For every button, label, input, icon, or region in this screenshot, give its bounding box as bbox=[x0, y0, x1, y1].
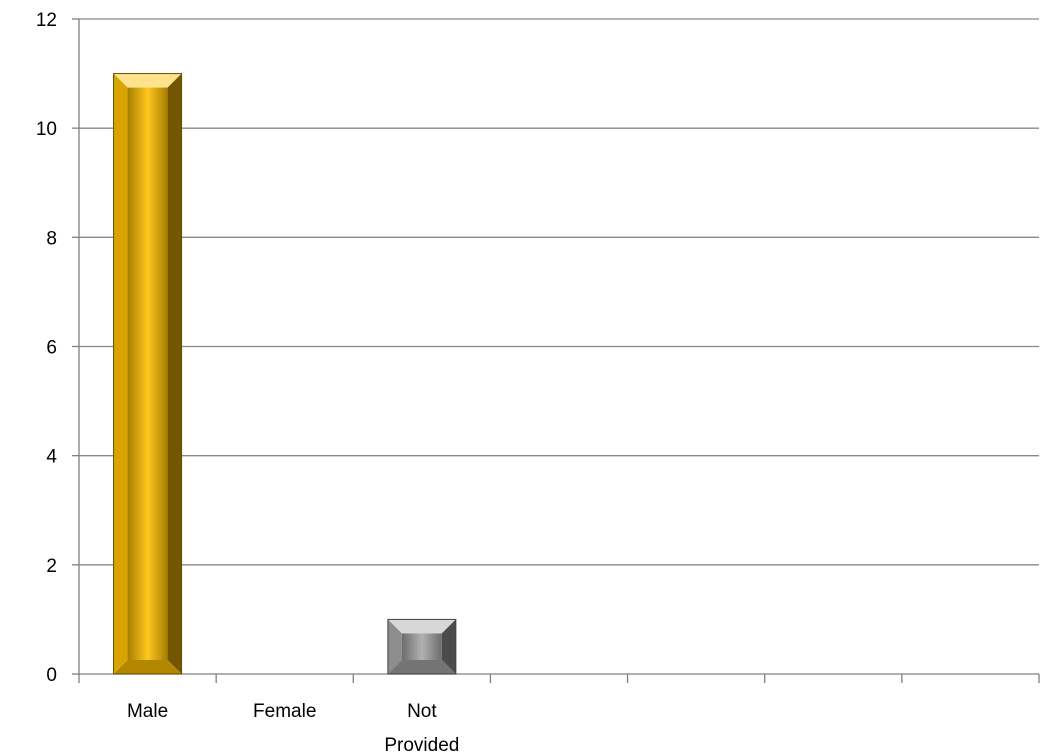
y-tick-label: 0 bbox=[46, 665, 57, 686]
bar-bevel-right bbox=[167, 73, 182, 675]
x-tick-label-line: Male bbox=[127, 701, 168, 722]
bar-not-provided bbox=[387, 618, 457, 675]
x-tick-label: Female bbox=[253, 701, 316, 722]
bar-face bbox=[127, 87, 168, 661]
x-tick-label: Male bbox=[127, 701, 168, 722]
bar-outline bbox=[387, 618, 457, 675]
x-axis-tick-labels: Male Female Not Provided bbox=[127, 701, 459, 753]
x-tick-label-line: Not bbox=[407, 701, 437, 722]
bar-bevel-top bbox=[113, 73, 182, 88]
y-tick-label: 2 bbox=[46, 556, 57, 577]
bar-bevel-right bbox=[441, 619, 456, 674]
y-tick-label: 8 bbox=[46, 228, 57, 249]
y-tick-label: 6 bbox=[46, 338, 57, 359]
axes bbox=[72, 18, 1040, 683]
bar-bevel-bottom bbox=[387, 660, 456, 674]
x-tick-label-line: Provided bbox=[384, 735, 459, 753]
y-tick-label: 12 bbox=[36, 10, 57, 31]
y-axis-tick-labels: 0 2 4 6 8 10 12 bbox=[36, 10, 58, 686]
bar-face bbox=[401, 633, 442, 660]
bar-bevel-left bbox=[113, 73, 128, 675]
bar-bevel-top bbox=[387, 619, 456, 634]
y-tick-label: 4 bbox=[46, 447, 57, 468]
bar-outline bbox=[113, 73, 183, 675]
bars bbox=[113, 73, 457, 675]
gridlines bbox=[79, 18, 1039, 566]
bar-male bbox=[113, 73, 183, 675]
x-tick-label-line: Female bbox=[253, 701, 316, 722]
y-tick-label: 10 bbox=[36, 119, 57, 140]
x-tick-label: Not Provided bbox=[384, 701, 459, 753]
bar-bevel-bottom bbox=[113, 660, 182, 674]
bar-bevel-left bbox=[387, 619, 402, 674]
